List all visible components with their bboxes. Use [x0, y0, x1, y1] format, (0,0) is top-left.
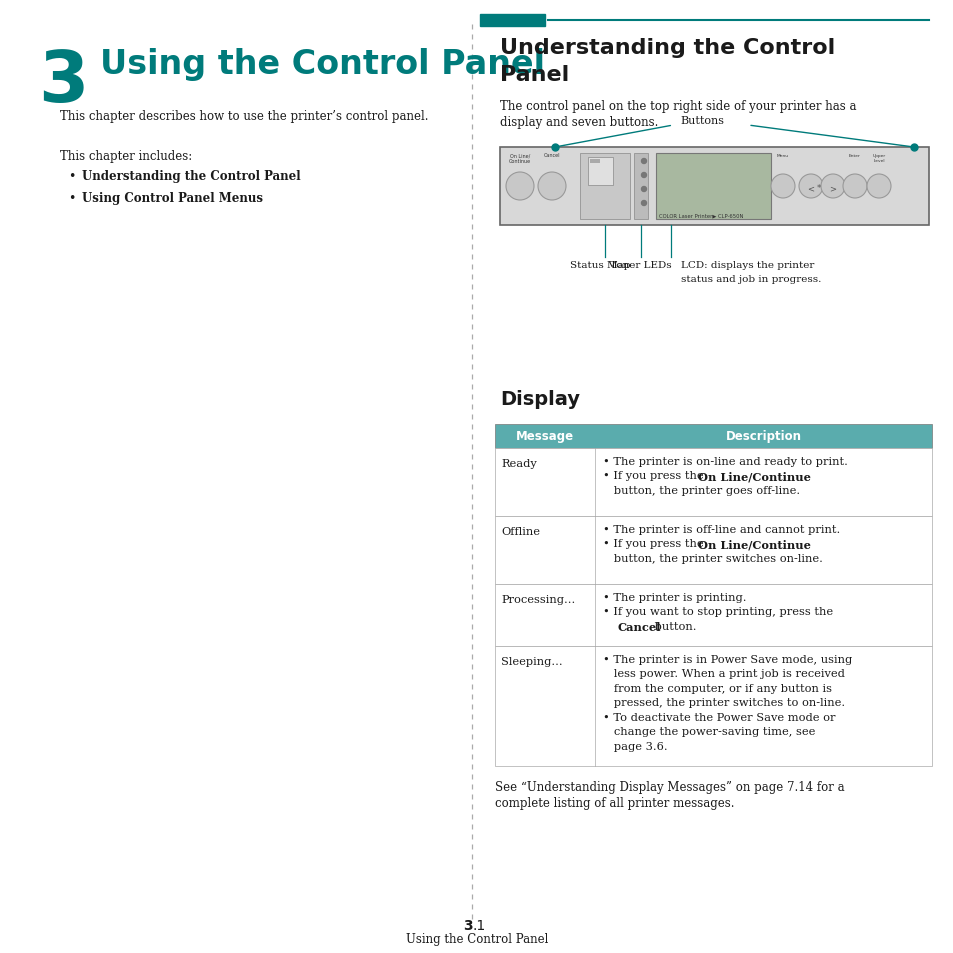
Text: • The printer is printing.: • The printer is printing.	[602, 593, 745, 602]
Circle shape	[842, 174, 866, 199]
Circle shape	[799, 174, 822, 199]
Text: Buttons: Buttons	[679, 116, 723, 126]
Text: Upper
Level: Upper Level	[872, 153, 884, 162]
Bar	[495, 584, 931, 646]
Text: Processing...: Processing...	[500, 595, 575, 604]
Text: • If you press the: • If you press the	[602, 471, 706, 481]
Text: from the computer, or if any button is: from the computer, or if any button is	[602, 683, 831, 693]
Text: page 3.6.: page 3.6.	[602, 741, 667, 751]
Text: • If you press the: • If you press the	[602, 539, 706, 549]
Text: Continue: Continue	[508, 159, 531, 164]
Bar	[495, 517, 931, 584]
Bar	[587, 158, 613, 186]
Circle shape	[640, 159, 646, 164]
Text: The control panel on the top right side of your printer has a: The control panel on the top right side …	[499, 100, 856, 112]
Text: Offline: Offline	[500, 526, 539, 537]
Text: COLOR Laser Printer▶ CLP-650N: COLOR Laser Printer▶ CLP-650N	[659, 213, 742, 218]
Text: pressed, the printer switches to on-line.: pressed, the printer switches to on-line…	[602, 698, 844, 708]
Text: •: •	[68, 192, 75, 205]
Text: Cancel: Cancel	[543, 152, 559, 158]
Text: Understanding the Control Panel: Understanding the Control Panel	[82, 170, 300, 183]
Text: button, the printer switches on-line.: button, the printer switches on-line.	[602, 554, 822, 563]
Bar	[495, 424, 931, 449]
Text: Enter: Enter	[848, 153, 860, 158]
Text: <: <	[806, 184, 814, 193]
Text: Ready: Ready	[500, 458, 537, 469]
Text: .1: .1	[473, 918, 486, 932]
Bar	[634, 153, 647, 220]
Text: display and seven buttons.: display and seven buttons.	[499, 116, 658, 129]
Circle shape	[770, 174, 794, 199]
Text: Status Map: Status Map	[569, 261, 630, 270]
Text: This chapter describes how to use the printer’s control panel.: This chapter describes how to use the pr…	[60, 110, 428, 123]
Text: Display: Display	[499, 390, 579, 409]
Bar	[499, 148, 928, 226]
Text: Message: Message	[516, 430, 574, 443]
Text: >: >	[828, 184, 836, 193]
Text: Cancel: Cancel	[618, 621, 660, 633]
Bar	[579, 153, 629, 220]
Text: change the power-saving time, see: change the power-saving time, see	[602, 727, 815, 737]
Circle shape	[821, 174, 844, 199]
Bar	[495, 449, 931, 517]
Text: On Line/: On Line/	[509, 152, 530, 158]
Bar	[479, 15, 544, 27]
Circle shape	[537, 172, 565, 201]
Text: 3: 3	[38, 48, 89, 117]
Bar	[495, 646, 931, 766]
Text: Using Control Panel Menus: Using Control Panel Menus	[82, 192, 263, 205]
Text: button.: button.	[650, 621, 696, 631]
Text: On Line/Continue: On Line/Continue	[698, 539, 810, 550]
Text: less power. When a print job is received: less power. When a print job is received	[602, 669, 844, 679]
Text: • To deactivate the Power Save mode or: • To deactivate the Power Save mode or	[602, 712, 835, 722]
Text: Description: Description	[724, 430, 801, 443]
Text: •: •	[68, 170, 75, 183]
Text: • The printer is off-line and cannot print.: • The printer is off-line and cannot pri…	[602, 524, 840, 535]
Text: button, the printer goes off-line.: button, the printer goes off-line.	[602, 485, 800, 496]
Text: *: *	[816, 184, 821, 193]
Circle shape	[866, 174, 890, 199]
Circle shape	[505, 172, 534, 201]
Text: This chapter includes:: This chapter includes:	[60, 150, 193, 163]
Text: Toner LEDs: Toner LEDs	[610, 261, 671, 270]
Circle shape	[640, 201, 646, 206]
Text: Using the Control Panel: Using the Control Panel	[100, 48, 544, 81]
Text: 3: 3	[463, 918, 473, 932]
Text: LCD: displays the printer: LCD: displays the printer	[680, 261, 814, 270]
Circle shape	[640, 188, 646, 193]
Circle shape	[640, 173, 646, 178]
Bar	[589, 160, 599, 164]
Text: • If you want to stop printing, press the: • If you want to stop printing, press th…	[602, 607, 832, 617]
Text: Panel: Panel	[499, 65, 569, 85]
Text: Menu: Menu	[776, 153, 788, 158]
Text: • The printer is on-line and ready to print.: • The printer is on-line and ready to pr…	[602, 456, 847, 467]
Text: complete listing of all printer messages.: complete listing of all printer messages…	[495, 796, 734, 809]
Text: See “Understanding Display Messages” on page 7.14 for a: See “Understanding Display Messages” on …	[495, 781, 843, 793]
Bar	[656, 153, 770, 220]
Text: status and job in progress.: status and job in progress.	[680, 274, 821, 284]
Text: On Line/Continue: On Line/Continue	[698, 471, 810, 482]
Text: • The printer is in Power Save mode, using: • The printer is in Power Save mode, usi…	[602, 655, 851, 664]
Text: Using the Control Panel: Using the Control Panel	[405, 933, 548, 945]
Text: Understanding the Control: Understanding the Control	[499, 38, 835, 58]
Text: Sleeping...: Sleeping...	[500, 657, 562, 666]
